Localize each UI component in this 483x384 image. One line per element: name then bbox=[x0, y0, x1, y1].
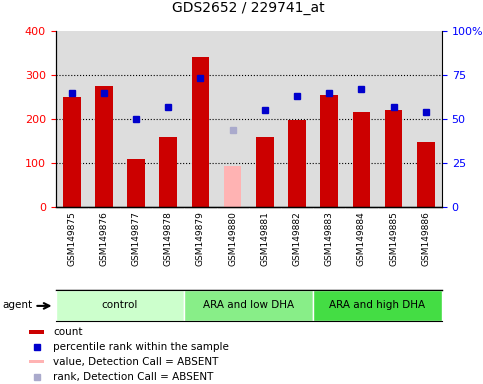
Text: agent: agent bbox=[3, 300, 33, 310]
Text: GSM149883: GSM149883 bbox=[325, 212, 334, 266]
Bar bbox=[288, 120, 306, 207]
Bar bbox=[320, 95, 338, 207]
Bar bbox=[159, 137, 177, 207]
Text: GSM149886: GSM149886 bbox=[421, 212, 430, 266]
Bar bbox=[95, 86, 113, 207]
Text: ARA and low DHA: ARA and low DHA bbox=[203, 300, 294, 310]
Text: GSM149882: GSM149882 bbox=[293, 212, 301, 266]
Bar bbox=[28, 330, 44, 334]
Text: GSM149877: GSM149877 bbox=[131, 212, 141, 266]
Text: GSM149880: GSM149880 bbox=[228, 212, 237, 266]
Bar bbox=[192, 57, 209, 207]
Text: ARA and high DHA: ARA and high DHA bbox=[329, 300, 426, 310]
Text: count: count bbox=[53, 327, 83, 337]
Bar bbox=[353, 113, 370, 207]
Text: GDS2652 / 229741_at: GDS2652 / 229741_at bbox=[172, 2, 325, 15]
Text: GSM149879: GSM149879 bbox=[196, 212, 205, 266]
Text: GSM149875: GSM149875 bbox=[67, 212, 76, 266]
Text: control: control bbox=[102, 300, 138, 310]
Text: GSM149881: GSM149881 bbox=[260, 212, 270, 266]
Bar bbox=[127, 159, 145, 207]
Bar bbox=[256, 137, 274, 207]
Bar bbox=[224, 166, 242, 207]
Text: value, Detection Call = ABSENT: value, Detection Call = ABSENT bbox=[53, 357, 218, 367]
Text: percentile rank within the sample: percentile rank within the sample bbox=[53, 342, 229, 352]
Bar bbox=[313, 290, 442, 321]
Text: GSM149885: GSM149885 bbox=[389, 212, 398, 266]
Bar bbox=[185, 290, 313, 321]
Text: GSM149876: GSM149876 bbox=[99, 212, 108, 266]
Text: GSM149884: GSM149884 bbox=[357, 212, 366, 266]
Bar bbox=[28, 360, 44, 364]
Bar bbox=[63, 97, 81, 207]
Bar bbox=[417, 142, 435, 207]
Bar bbox=[56, 290, 185, 321]
Text: GSM149878: GSM149878 bbox=[164, 212, 173, 266]
Text: rank, Detection Call = ABSENT: rank, Detection Call = ABSENT bbox=[53, 372, 213, 382]
Bar bbox=[385, 110, 402, 207]
